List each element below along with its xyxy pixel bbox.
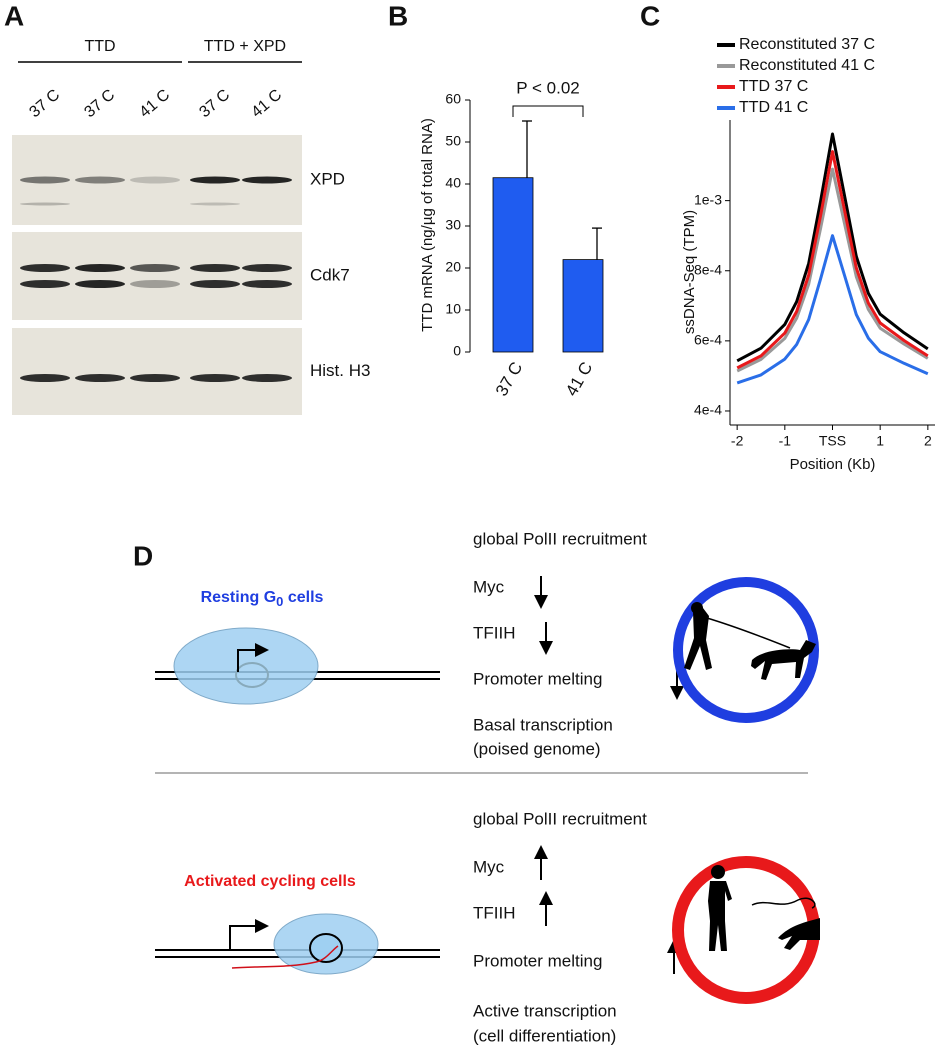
step-label: Basal transcription [473, 715, 613, 734]
bar [562, 259, 604, 353]
band [242, 280, 292, 288]
significance-bracket [512, 105, 584, 117]
step-label: Myc [473, 577, 505, 596]
series-line [736, 132, 929, 363]
band [130, 264, 180, 272]
legend-label: Reconstituted 37 C [739, 36, 875, 53]
group-label: TTD [84, 38, 115, 55]
x-tick-label: -1 [779, 433, 792, 449]
legend-label: TTD 41 C [739, 99, 808, 116]
x-axis-label: Position (Kb) [790, 456, 876, 473]
lane-label: 41 C [136, 86, 173, 121]
band [20, 374, 70, 382]
y-tick-label: 20 [445, 259, 461, 275]
step-label: global PolII recruitment [473, 809, 647, 828]
panel-letter: C [640, 0, 660, 31]
group-label: TTD + XPD [204, 38, 286, 55]
x-tick-label: 2 [924, 433, 932, 449]
band [190, 264, 240, 272]
y-tick-label: 6e-4 [694, 332, 722, 348]
step-label: (poised genome) [473, 739, 601, 758]
band [242, 374, 292, 382]
band [130, 176, 180, 184]
series-line [736, 167, 929, 373]
lane-label: 37 C [81, 86, 118, 121]
blot-label: Hist. H3 [310, 361, 370, 380]
x-tick-label: 1 [876, 433, 884, 449]
band [75, 374, 125, 382]
lane-label: 37 C [196, 86, 233, 121]
lane-label: 41 C [248, 86, 285, 121]
y-tick-label: 30 [445, 217, 461, 233]
band [242, 264, 292, 272]
series-line [736, 150, 929, 370]
bar [492, 177, 534, 353]
activated-dna [155, 913, 440, 975]
band [190, 374, 240, 382]
blot-label: Cdk7 [310, 265, 350, 284]
band [130, 280, 180, 288]
x-tick-label: 37 C [492, 359, 526, 400]
step-label: (cell differentiation) [473, 1026, 616, 1045]
state-label-part: Resting G [201, 589, 277, 606]
panel-letter: B [388, 0, 408, 31]
y-tick-label: 1e-3 [694, 191, 722, 207]
step-label: TFIIH [473, 623, 516, 642]
band [20, 280, 70, 288]
state-label: Resting G0 cells [201, 589, 324, 609]
band [75, 176, 125, 184]
lane-label: 37 C [26, 86, 63, 121]
band [190, 280, 240, 288]
panel-letter: A [4, 0, 24, 31]
y-tick-label: 8e-4 [694, 261, 722, 277]
band [242, 176, 292, 184]
leash-icon-resting [673, 577, 819, 723]
y-axis-label: TTD mRNA (ng/µg of total RNA) [419, 118, 436, 332]
state-label-part: Activated cycling cells [184, 873, 356, 890]
step-label: Myc [473, 857, 505, 876]
blot [12, 328, 302, 415]
series-line [736, 234, 929, 385]
y-tick-label: 60 [445, 91, 461, 107]
band [190, 176, 240, 184]
state-label: Activated cycling cells [184, 873, 356, 890]
blot-label: XPD [310, 169, 345, 188]
step-label: Promoter melting [473, 951, 602, 970]
blot [12, 232, 302, 320]
y-tick-label: 40 [445, 175, 461, 191]
band [75, 264, 125, 272]
y-tick-label: 4e-4 [694, 402, 722, 418]
state-label-part: cells [283, 589, 323, 606]
legend-label: Reconstituted 41 C [739, 57, 875, 74]
band [130, 374, 180, 382]
legend-label: TTD 37 C [739, 78, 808, 95]
y-tick-label: 10 [445, 301, 461, 317]
annotation: P < 0.02 [516, 78, 580, 97]
step-label: Active transcription [473, 1001, 617, 1020]
regulation-arrows [534, 576, 684, 974]
band [20, 176, 70, 184]
x-tick-label: TSS [819, 433, 846, 449]
y-axis-label: ssDNA-Seq (TPM) [681, 210, 698, 334]
resting-dna [155, 627, 440, 705]
x-tick-label: 41 C [562, 359, 596, 400]
step-label: global PolII recruitment [473, 529, 647, 548]
y-tick-label: 0 [453, 343, 461, 359]
band [190, 202, 240, 206]
free-icon-activated [672, 856, 820, 1004]
y-tick-label: 50 [445, 133, 461, 149]
panel-d-shapes [155, 576, 820, 1004]
x-tick-label: -2 [731, 433, 744, 449]
step-label: Promoter melting [473, 669, 602, 688]
state-label-part: 0 [276, 594, 283, 609]
band [75, 280, 125, 288]
band [20, 202, 70, 206]
step-label: TFIIH [473, 903, 516, 922]
panel-letter: D [133, 540, 153, 571]
band [20, 264, 70, 272]
